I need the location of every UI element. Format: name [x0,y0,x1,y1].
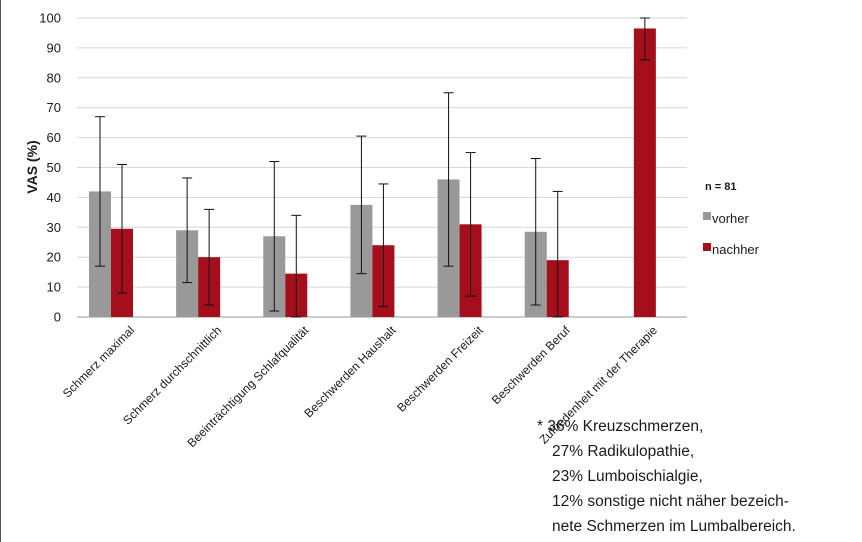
y-tick-label: 50 [47,160,61,175]
y-tick-label: 30 [47,220,61,235]
error-bars [95,17,650,318]
error-bar-vorher [530,158,541,306]
legend-item-nachher: nachher [703,242,759,257]
error-bar-nachher [117,164,127,294]
footnote: * 36% Kreuzschmerzen, 27% Radikulopathie… [537,414,796,539]
x-tick-label: Beschwerden Beruf [489,323,573,407]
x-tick-label: Schmerz maximal [60,323,137,400]
error-bar-nachher [465,152,476,297]
y-tick-label: 20 [47,250,61,265]
error-bar-vorher [269,161,280,312]
error-bar-nachher [639,17,650,61]
x-tick-label: Beschwerden Haushalt [301,323,399,421]
legend-swatch-nachher [703,242,711,251]
error-bar-nachher [204,208,215,306]
legend-swatch-vorher [703,211,711,220]
legend-label-nachher: nachher [712,242,759,257]
legend-sample-size: n = 81 [705,181,737,193]
x-tick-label: Beschwerden Freizeit [394,323,486,415]
y-tick-labels: 0 10 20 30 40 50 60 70 80 90 100 [39,11,61,325]
error-bar-nachher [378,183,389,308]
y-tick-label: 70 [47,100,61,115]
legend-label-vorher: vorher [712,211,749,226]
bars [89,28,656,318]
y-tick-label: 40 [47,190,61,205]
error-bar-vorher [182,177,193,284]
legend-item-vorher: vorher [703,211,749,226]
footnote-line-5: nete Schmerzen im Lumbalbereich. [552,518,796,535]
footnote-line-2: 27% Radikulopathie, [552,443,695,460]
error-bar-vorher [95,116,105,267]
y-tick-label: 60 [47,130,61,145]
footnote-line-3: 23% Lumboischialgie, [552,468,703,485]
x-tick-label: Schmerz durchschnittlich [120,323,224,427]
y-tick-label: 80 [47,70,61,85]
error-bar-vorher [356,135,367,275]
footnote-line-1: * 36% Kreuzschmerzen, [537,418,704,435]
gridlines [77,17,687,318]
bar-nachher [633,28,656,318]
y-tick-label: 100 [39,11,61,26]
y-tick-label: 90 [47,40,61,55]
error-bar-vorher [443,92,454,267]
y-tick-label: 10 [47,280,61,295]
footnote-line-4: 12% sonstige nicht näher bezeich- [552,493,789,510]
y-axis-label: VAS (%) [24,140,40,193]
frame-left-border [0,0,1,542]
error-bar-nachher [552,190,563,318]
y-tick-label: 0 [54,310,61,325]
error-bar-nachher [291,214,302,318]
